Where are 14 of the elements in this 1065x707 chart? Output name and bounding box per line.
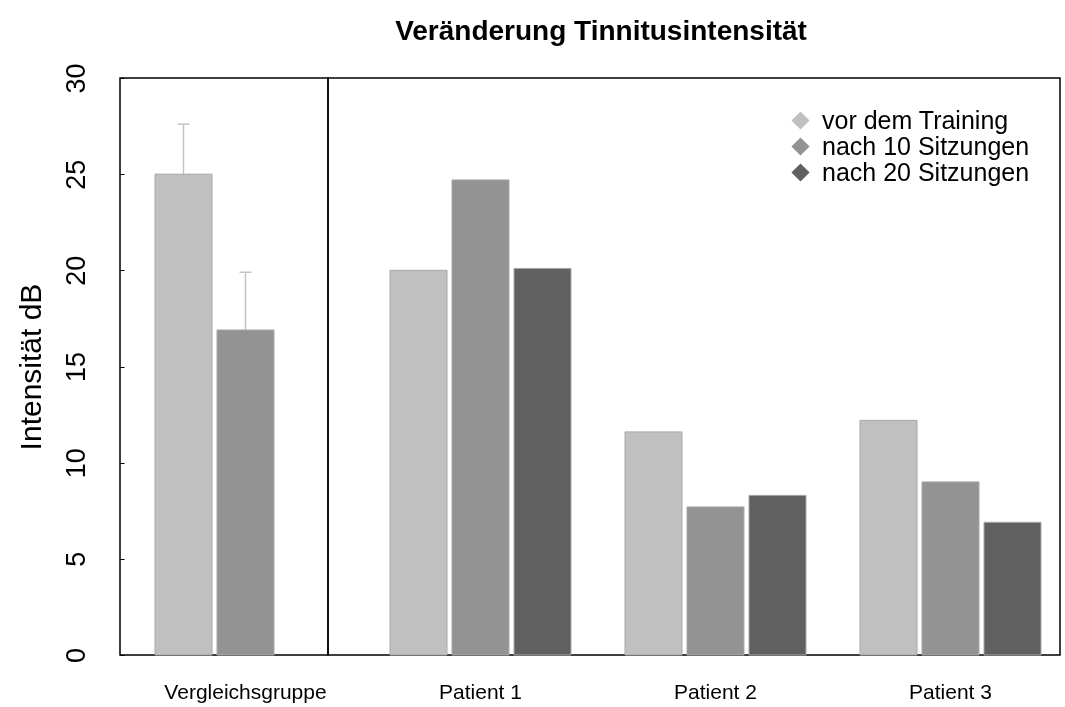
y-tick-label: 15 [60, 351, 91, 383]
chart-title: Veränderung Tinnitusintensität [395, 15, 807, 47]
x-tick-label: Patient 2 [674, 679, 757, 703]
x-tick-label: Patient 1 [439, 679, 522, 703]
y-tick-label: 30 [60, 63, 91, 94]
x-tick-label: Patient 3 [909, 679, 992, 703]
y-tick-label: 0 [60, 647, 91, 664]
y-tick-label: 5 [60, 551, 91, 567]
y-tick-label: 10 [60, 448, 91, 479]
y-tick-label: 20 [60, 255, 91, 286]
legend-label: vor dem Training [822, 105, 1009, 134]
y-tick-label: 25 [60, 159, 91, 190]
x-tick-label: Vergleichsgruppe [164, 679, 327, 703]
y-axis-title: Intensität dB [13, 283, 47, 451]
